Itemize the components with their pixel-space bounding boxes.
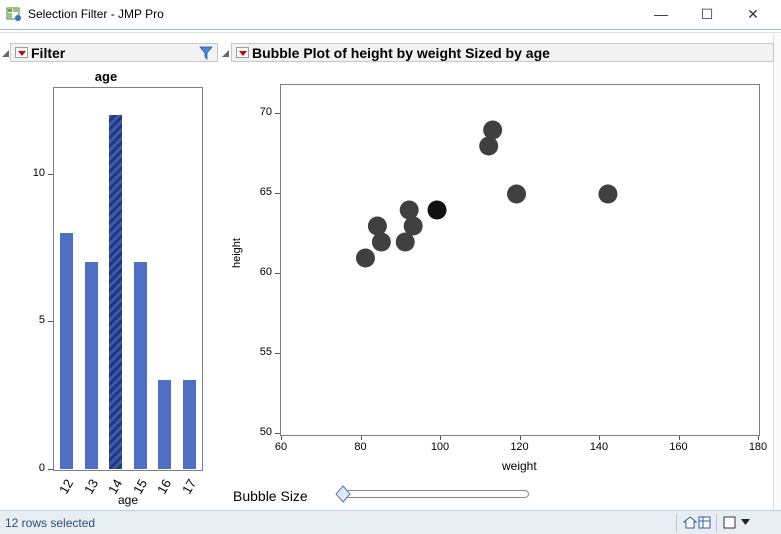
status-separator bbox=[676, 514, 677, 532]
bubble-point[interactable] bbox=[355, 248, 375, 268]
close-icon: ✕ bbox=[747, 5, 759, 22]
histogram-category-label: 17 bbox=[179, 476, 200, 497]
histogram-category-label: 16 bbox=[154, 476, 175, 497]
x-tick-label: 140 bbox=[589, 441, 609, 453]
x-tick-mark bbox=[360, 436, 362, 440]
x-tick-label: 160 bbox=[669, 441, 688, 453]
bubble-point[interactable] bbox=[367, 216, 387, 236]
histogram-y-tick-label: 10 bbox=[32, 166, 45, 179]
histogram-bar-14[interactable] bbox=[109, 114, 123, 469]
plot-disclosure-icon[interactable] bbox=[222, 48, 230, 58]
histogram-y-tick-mark bbox=[48, 469, 53, 470]
bubble-point[interactable] bbox=[427, 200, 447, 220]
filter-title: Filter bbox=[31, 45, 66, 61]
status-separator bbox=[716, 514, 717, 532]
bubble-size-slider[interactable] bbox=[343, 490, 529, 498]
histogram-bar-15[interactable] bbox=[133, 262, 147, 469]
status-bar: 12 rows selected bbox=[0, 510, 781, 534]
bubble-point[interactable] bbox=[403, 216, 423, 236]
y-tick-mark bbox=[275, 193, 280, 194]
histogram-y-tick-label: 5 bbox=[38, 314, 45, 327]
window-title: Selection Filter - JMP Pro bbox=[28, 7, 164, 21]
vertical-scrollbar[interactable] bbox=[773, 34, 781, 510]
bubble-point[interactable] bbox=[395, 232, 415, 252]
x-tick-label: 60 bbox=[274, 441, 288, 453]
x-axis-title: weight bbox=[502, 459, 537, 473]
bubble-plot-area[interactable] bbox=[281, 85, 759, 435]
histogram-bar-17[interactable] bbox=[183, 380, 196, 469]
x-tick-mark bbox=[599, 436, 600, 440]
histogram-category-label: 13 bbox=[80, 476, 101, 497]
y-tick-mark bbox=[275, 353, 280, 354]
bubble-point[interactable] bbox=[507, 184, 527, 204]
x-tick-label: 120 bbox=[510, 441, 529, 453]
x-tick-label: 100 bbox=[430, 441, 450, 453]
toolbar-divider bbox=[0, 32, 781, 33]
y-tick-mark bbox=[275, 273, 280, 274]
histogram-bar-13[interactable] bbox=[84, 262, 98, 469]
histogram-category-label: 12 bbox=[56, 476, 77, 497]
bubble-point[interactable] bbox=[483, 120, 503, 140]
chevron-down-icon[interactable] bbox=[741, 519, 750, 526]
age-histogram-frame[interactable] bbox=[53, 87, 203, 471]
x-tick-mark bbox=[758, 436, 759, 440]
plot-outline-header: Bubble Plot of height by weight Sized by… bbox=[231, 43, 774, 62]
y-tick-mark bbox=[275, 113, 280, 114]
x-tick-mark bbox=[440, 436, 441, 440]
histogram-bar-12[interactable] bbox=[60, 232, 73, 469]
histogram-y-tick-label: 0 bbox=[38, 462, 45, 474]
jmp-app-icon bbox=[6, 7, 21, 21]
y-tick-label: 65 bbox=[259, 186, 272, 198]
filter-red-triangle-icon[interactable] bbox=[15, 47, 28, 58]
y-tick-label: 55 bbox=[259, 346, 272, 358]
bubble-plot-frame[interactable] bbox=[280, 84, 760, 436]
histogram-x-axis-title: age bbox=[118, 493, 139, 507]
status-text: 12 rows selected bbox=[5, 516, 96, 530]
x-tick-label: 180 bbox=[748, 441, 768, 453]
bubble-point[interactable] bbox=[479, 136, 499, 156]
home-icon[interactable] bbox=[683, 516, 697, 529]
y-tick-mark bbox=[275, 433, 280, 434]
histogram-y-tick-mark bbox=[48, 173, 53, 175]
x-tick-label: 80 bbox=[354, 441, 367, 453]
y-tick-label: 60 bbox=[259, 266, 272, 278]
histogram-y-tick-mark bbox=[48, 321, 53, 323]
bubble-point[interactable] bbox=[598, 184, 618, 204]
filter-disclosure-icon[interactable] bbox=[2, 48, 10, 58]
y-tick-label: 70 bbox=[259, 106, 272, 118]
window-select-icon[interactable] bbox=[723, 516, 736, 529]
y-tick-label: 50 bbox=[259, 426, 272, 438]
close-button[interactable]: ✕ bbox=[730, 0, 776, 28]
x-tick-mark bbox=[519, 436, 521, 440]
x-tick-mark bbox=[281, 436, 282, 440]
bubble-point[interactable] bbox=[399, 200, 419, 220]
histogram-bar-16[interactable] bbox=[158, 380, 172, 469]
plot-red-triangle-icon[interactable] bbox=[236, 47, 249, 58]
bubble-point[interactable] bbox=[371, 232, 391, 252]
title-divider bbox=[0, 29, 781, 30]
bubble-size-slider-thumb[interactable] bbox=[335, 485, 351, 503]
plot-title: Bubble Plot of height by weight Sized by… bbox=[252, 45, 550, 61]
histogram-title: age bbox=[94, 69, 118, 84]
minimize-icon: — bbox=[654, 6, 668, 22]
funnel-icon[interactable] bbox=[199, 46, 213, 60]
y-axis-title: height bbox=[231, 238, 243, 268]
maximize-icon: ☐ bbox=[700, 5, 714, 22]
x-tick-mark bbox=[678, 436, 680, 440]
minimize-button[interactable]: — bbox=[638, 0, 684, 28]
filter-outline-header: Filter bbox=[10, 43, 218, 62]
bubble-size-label: Bubble Size bbox=[233, 488, 308, 504]
table-icon[interactable] bbox=[698, 516, 711, 529]
title-bar: Selection Filter - JMP Pro — ☐ ✕ bbox=[0, 0, 781, 28]
maximize-button[interactable]: ☐ bbox=[684, 0, 730, 28]
